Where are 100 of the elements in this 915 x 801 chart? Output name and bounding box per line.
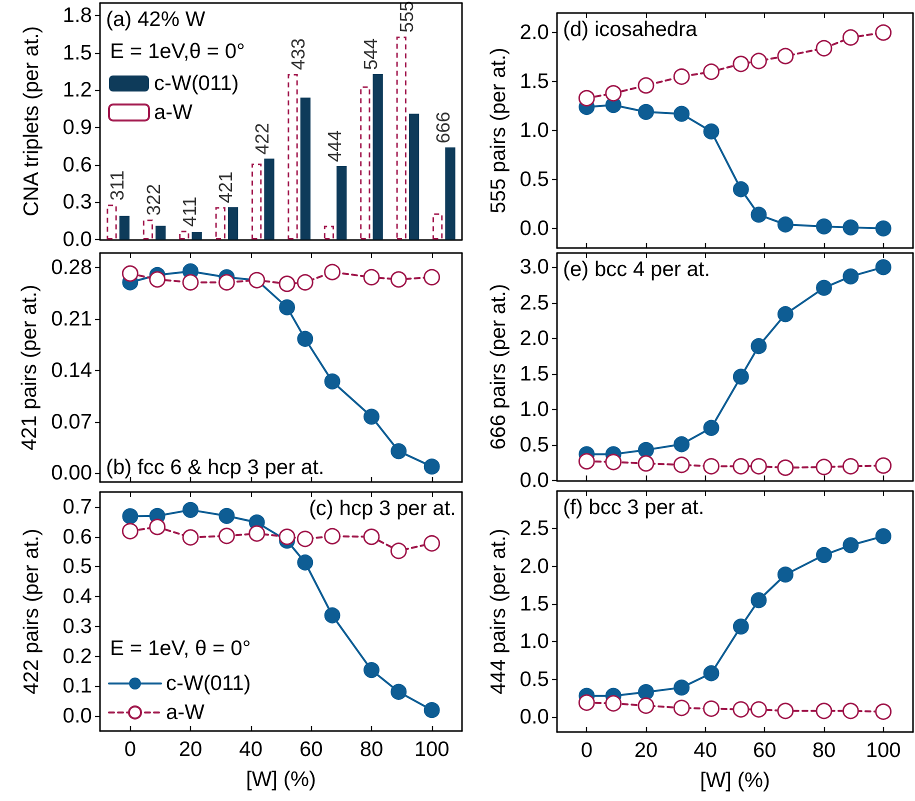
bar (179, 230, 190, 240)
x-tick-label: 444 (324, 130, 346, 162)
x-tick-label: 60 (299, 738, 323, 761)
y-tick-label: 0.14 (51, 358, 92, 382)
x-axis-title: [W] (%) (246, 768, 316, 791)
point (578, 90, 595, 106)
y-tick-label: 2.5 (520, 291, 549, 314)
bar (106, 204, 117, 240)
y-tick-label: 1.5 (62, 41, 92, 64)
point (279, 299, 296, 316)
bar (360, 86, 370, 240)
point (703, 665, 720, 682)
y-axis-title: 444 pairs (per at.) (486, 528, 510, 694)
point (777, 306, 794, 322)
point (777, 216, 794, 232)
point (674, 680, 690, 696)
y-tick-label: 0.4 (62, 585, 92, 608)
bar (288, 74, 298, 240)
x-tick-label: 40 (239, 738, 263, 761)
y-tick-label: 0.21 (51, 308, 92, 331)
legend-title: E = 1eV, θ = 0° (110, 637, 251, 660)
point (149, 271, 166, 288)
y-tick-label: 1.5 (520, 362, 549, 386)
y-tick-label: 2.0 (520, 21, 549, 44)
x-tick-label: 544 (361, 38, 382, 70)
x-tick-label: 60 (752, 739, 776, 762)
y-axis-title: 555 pairs (per at.) (486, 48, 510, 214)
point (674, 106, 690, 122)
point (218, 508, 235, 524)
x-axis-title: [W] (%) (700, 769, 770, 792)
x-tick-label: 422 (252, 122, 274, 155)
x-tick-label: 322 (144, 184, 165, 216)
point (816, 280, 832, 296)
point (750, 338, 767, 354)
point (297, 330, 314, 347)
point (875, 528, 892, 544)
point (149, 518, 166, 536)
y-tick-label: 0.0 (62, 228, 92, 251)
point (703, 420, 720, 436)
point (424, 458, 440, 475)
point (638, 455, 654, 472)
y-tick-label: 0.5 (520, 668, 549, 691)
x-tick-label: 0 (580, 739, 593, 762)
point (777, 566, 794, 583)
y-tick-label: 0.1 (62, 674, 92, 698)
legend-label: a-W (166, 701, 205, 724)
y-tick-label: 1.8 (62, 4, 92, 27)
y-tick-label: 2.0 (520, 554, 549, 578)
bar (432, 213, 443, 240)
y-tick-label: 2.5 (520, 517, 549, 540)
y-tick-label: 0.3 (62, 190, 92, 214)
point (218, 274, 235, 291)
bar (408, 114, 420, 240)
y-tick-label: 0.5 (520, 168, 549, 191)
y-tick-label: 0.5 (62, 555, 92, 578)
point (605, 454, 622, 470)
bar (156, 226, 166, 240)
point (122, 265, 138, 282)
chart-title: (c) hcp 3 per at. (308, 497, 456, 520)
point (703, 123, 720, 140)
x-tick-label: 80 (360, 738, 384, 761)
y-axis-title: 666 pairs (per at.) (486, 284, 510, 450)
y-axis-title: 421 pairs (per at.) (18, 284, 42, 450)
point (578, 453, 595, 470)
point (364, 408, 380, 425)
bar (119, 216, 130, 240)
point (732, 368, 749, 385)
bar (445, 147, 456, 240)
point (605, 85, 622, 102)
y-tick-label: 0.07 (51, 410, 92, 434)
y-tick-label: 0.2 (62, 644, 92, 668)
bar (396, 36, 406, 240)
y-tick-label: 0.3 (62, 614, 92, 638)
point (605, 695, 622, 712)
y-tick-label: 0.6 (62, 525, 92, 548)
chart-title: (d) icosahedra (563, 18, 698, 41)
point (732, 618, 749, 635)
point (578, 694, 595, 711)
point (638, 442, 654, 458)
x-tick-label: 20 (634, 739, 658, 762)
x-tick-label: 421 (216, 171, 238, 204)
y-tick-label: 3.0 (520, 256, 549, 279)
y-tick-label: 0.00 (51, 462, 92, 485)
y-axis-title: 422 pairs (per at.) (20, 528, 43, 694)
point (182, 274, 199, 291)
point (638, 104, 654, 120)
point (324, 373, 340, 390)
x-tick-label: 20 (178, 738, 202, 761)
y-tick-label: 0.9 (62, 116, 92, 139)
point (842, 219, 859, 236)
point (297, 554, 314, 570)
x-tick-label: 0 (124, 738, 136, 761)
legend-title: E = 1eV,θ = 0° (110, 40, 245, 63)
chart-title: (f) bcc 3 per at. (563, 496, 704, 519)
chart-title: (e) bcc 4 per at. (563, 258, 710, 281)
legend-label: a-W (154, 101, 193, 124)
point (364, 662, 380, 678)
x-tick-label: 666 (433, 112, 454, 144)
point (390, 684, 407, 700)
point (842, 268, 859, 284)
